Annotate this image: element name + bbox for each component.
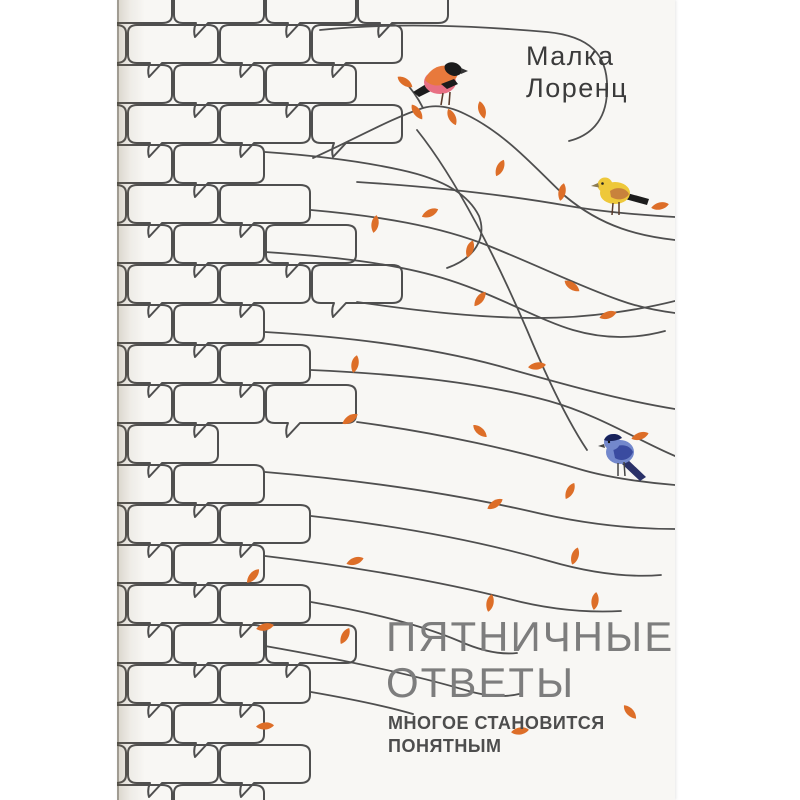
author-name: Малка Лоренц [526,40,628,104]
book-cover: Малка Лоренц Пятничные ответы многое ста… [117,0,675,800]
title-line-1: Пятничные [386,613,675,660]
bullfinch-bird-icon [413,62,468,106]
subtitle-line-1: многое становится [388,713,605,733]
author-line-2: Лоренц [526,73,629,103]
branches [264,24,675,715]
title-line-2: ответы [386,659,576,706]
book-title: Пятничные ответы [386,614,674,706]
blue-bird-icon [598,434,646,481]
yellow-bird-icon [591,177,649,216]
cover-illustration [117,0,675,800]
author-line-1: Малка [526,41,615,71]
book-subtitle: многое становится понятным [388,712,605,758]
subtitle-line-2: понятным [388,736,502,756]
